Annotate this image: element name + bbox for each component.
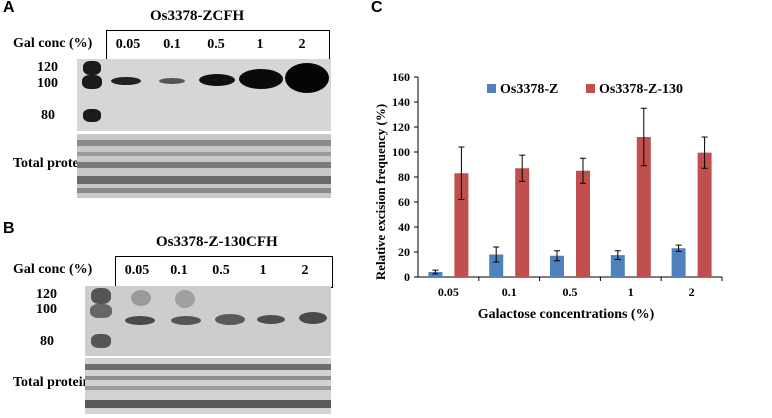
panel-a-title: Os3378-ZCFH xyxy=(150,8,245,24)
panel-b-band-lane-3 xyxy=(215,314,245,325)
legend: Os3378-Z Os3378-Z-130 xyxy=(487,82,683,97)
panel-a-band-lane-4 xyxy=(239,69,283,89)
bar-os3378-z xyxy=(428,272,443,277)
x-tick-label: 2 xyxy=(689,285,695,299)
bar-os3378-z-130 xyxy=(576,170,590,277)
panel-a-total-protein-blot xyxy=(77,134,331,198)
y-tick-label: 40 xyxy=(398,220,410,234)
panel-a-mw-120: 120 xyxy=(37,60,58,75)
panel-a-ladder-band xyxy=(83,61,101,75)
bar-os3378-z-130 xyxy=(636,137,651,277)
panel-a-mw-80: 80 xyxy=(41,108,55,123)
legend-swatch-os3378-z xyxy=(487,84,496,93)
panel-b-conc-box: 0.05 0.1 0.5 1 2 xyxy=(115,256,333,288)
panel-b-band-lane-4 xyxy=(257,315,285,324)
panel-b-western-blot xyxy=(85,286,331,356)
panel-b-conc-1: 0.1 xyxy=(170,263,188,278)
bar-os3378-z xyxy=(550,255,564,277)
legend-label-os3378-z: Os3378-Z xyxy=(500,82,558,97)
x-tick-label: 0.1 xyxy=(502,285,517,299)
panel-a-letter: A xyxy=(3,0,15,16)
panel-b-ladder-band xyxy=(90,304,112,318)
panel-b-band-lane-1 xyxy=(125,316,155,325)
panel-a-conc-box: 0.05 0.1 0.5 1 2 xyxy=(106,30,330,62)
panel-b-mw-80: 80 xyxy=(40,334,54,349)
panel-a-mw-100: 100 xyxy=(37,76,58,91)
panel-a-conc-1: 0.1 xyxy=(163,37,181,52)
bar-os3378-z xyxy=(610,255,625,277)
panel-a-conc-3: 1 xyxy=(256,37,264,52)
panel-a-total-protein-label: Total protein xyxy=(13,156,91,171)
y-tick-label: 60 xyxy=(398,195,410,209)
x-tick-label: 0.05 xyxy=(438,285,459,299)
y-tick-label: 20 xyxy=(398,245,410,259)
panel-a-ladder-band xyxy=(83,109,101,122)
panel-b-conc-2: 0.5 xyxy=(212,263,230,278)
panel-a-band-lane-2 xyxy=(159,78,185,84)
panel-a-band-lane-3 xyxy=(199,74,235,86)
panel-a-conc-2: 0.5 xyxy=(207,37,225,52)
panel-b-mw-100: 100 xyxy=(36,302,57,317)
panel-b-band-lane-2 xyxy=(171,316,201,325)
panel-b-letter: B xyxy=(3,220,15,237)
panel-b-gal-label: Gal conc (%) xyxy=(13,262,93,277)
panel-b-total-protein-label: Total protein xyxy=(13,375,91,390)
bar-os3378-z-130 xyxy=(454,173,469,277)
y-tick-label: 100 xyxy=(392,145,410,159)
panel-b-title: Os3378-Z-130CFH xyxy=(156,234,278,250)
panel-a-conc-4: 2 xyxy=(298,37,306,52)
y-tick-label: 140 xyxy=(392,95,410,109)
legend-swatch-os3378-z-130 xyxy=(586,84,595,93)
panel-b-band-lane-5 xyxy=(299,312,327,324)
panel-b-band-lane-2-upper xyxy=(175,290,195,308)
panel-b-ladder-band xyxy=(91,334,111,348)
bar-os3378-z xyxy=(671,248,686,277)
panel-a-band-lane-1 xyxy=(111,77,141,85)
y-tick-label: 0 xyxy=(404,270,410,284)
panel-b-conc-4: 2 xyxy=(301,263,309,278)
x-axis-label: Galactose concentrations (%) xyxy=(478,307,655,322)
panel-b-band-lane-1-upper xyxy=(131,290,151,306)
x-tick-label: 1 xyxy=(628,285,634,299)
panel-b-ladder-band xyxy=(91,288,111,304)
panel-a-ladder-band xyxy=(82,75,102,89)
panel-a-gal-label: Gal conc (%) xyxy=(13,36,93,51)
panel-b-conc-3: 1 xyxy=(259,263,267,278)
x-tick-label: 0.5 xyxy=(563,285,578,299)
panel-b-mw-120: 120 xyxy=(36,287,57,302)
legend-label-os3378-z-130: Os3378-Z-130 xyxy=(599,82,683,97)
y-axis-label: Relative excision frequency (%) xyxy=(373,104,388,280)
bar-os3378-z-130 xyxy=(697,152,712,277)
panel-b-conc-0: 0.05 xyxy=(124,263,150,278)
excision-frequency-chart: Relative excision frequency (%) Galactos… xyxy=(373,70,723,322)
panel-a-western-blot xyxy=(77,59,331,131)
y-tick-label: 120 xyxy=(392,120,410,134)
bar-os3378-z-130 xyxy=(515,168,530,277)
panel-a-conc-0: 0.05 xyxy=(115,37,141,52)
panel-a-band-lane-5 xyxy=(285,63,329,93)
panel-c-letter: C xyxy=(371,0,383,16)
panel-b-total-protein-blot xyxy=(85,358,331,414)
y-tick-label: 160 xyxy=(392,70,410,84)
bar-os3378-z xyxy=(489,254,504,277)
y-tick-label: 80 xyxy=(398,170,410,184)
